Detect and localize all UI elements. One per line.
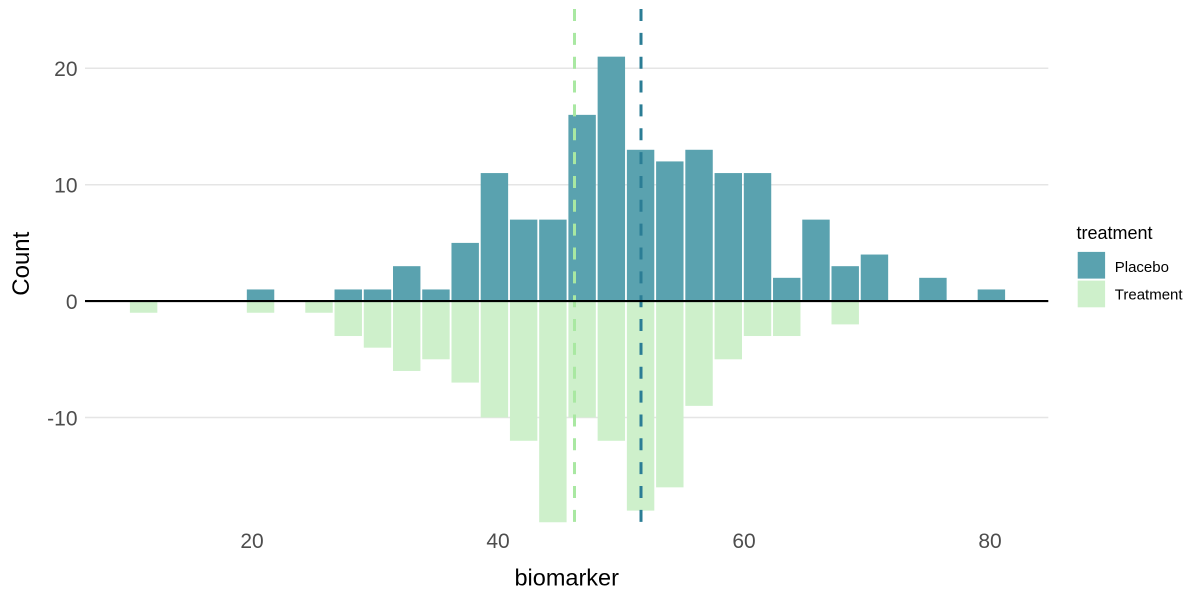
svg-text:Treatment: Treatment (1115, 287, 1184, 304)
svg-text:Placebo: Placebo (1115, 259, 1169, 276)
svg-text:60: 60 (732, 530, 755, 553)
svg-text:20: 20 (54, 58, 77, 81)
svg-text:80: 80 (978, 530, 1001, 553)
svg-text:biomarker: biomarker (514, 565, 619, 591)
svg-text:-10: -10 (47, 407, 77, 430)
svg-text:Count: Count (8, 231, 35, 295)
svg-text:0: 0 (66, 291, 78, 314)
svg-text:40: 40 (486, 530, 509, 553)
svg-text:10: 10 (54, 175, 77, 198)
svg-text:treatment: treatment (1077, 223, 1153, 243)
svg-text:20: 20 (240, 530, 263, 553)
